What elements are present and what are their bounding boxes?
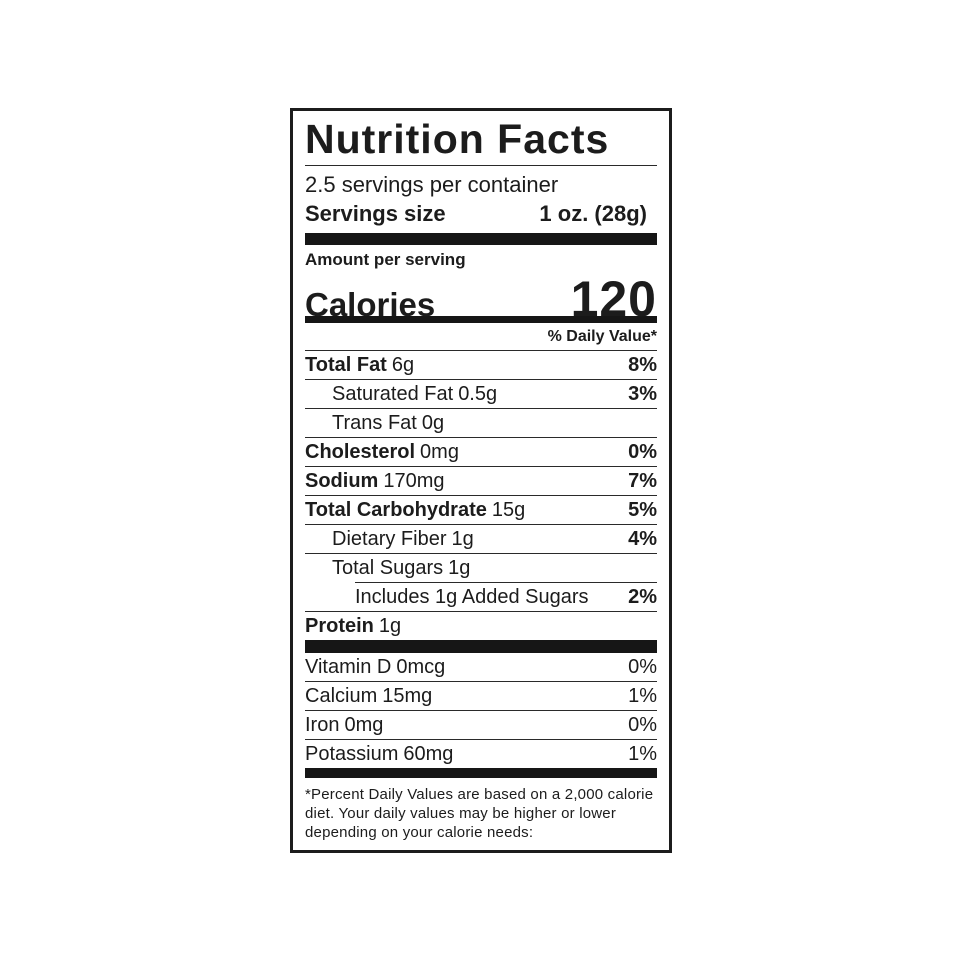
separator-rule: [305, 739, 657, 740]
separator-rule: [305, 553, 657, 554]
vitamin-row-potassium: Potassium 60mg 1%: [305, 740, 657, 768]
nutrient-amount: 6g: [391, 353, 415, 376]
nutrient-row-saturated-fat: Saturated Fat 0.5g 3%: [305, 380, 657, 408]
nutrient-row-trans-fat: Trans Fat 0g: [305, 409, 657, 437]
serving-size-row: Servings size 1 oz. (28g): [305, 199, 657, 228]
nutrient-name: Total Fat: [305, 353, 387, 376]
separator-rule: [305, 379, 657, 380]
nutrient-dv: 0%: [628, 440, 657, 463]
nutrient-dv: 4%: [628, 527, 657, 550]
nutrient-dv: 5%: [628, 498, 657, 521]
nutrient-amount: 1g: [378, 614, 402, 637]
separator-rule: [305, 681, 657, 682]
section-bar: [305, 233, 657, 245]
nutrient-row-total-sugars: Total Sugars 1g: [305, 554, 657, 582]
vitamin-amount: 0mcg: [396, 655, 446, 678]
nutrient-dv: 7%: [628, 469, 657, 492]
vitamin-name: Potassium: [305, 742, 399, 765]
calories-row: Calories 120: [305, 270, 657, 327]
nutrient-name: Cholesterol: [305, 440, 416, 463]
nutrient-name: Total Sugars: [332, 556, 444, 579]
separator-rule: [305, 165, 657, 166]
nutrient-name: Total Carbohydrate: [305, 498, 487, 521]
nutrient-name: Trans Fat: [332, 411, 417, 434]
nutrient-amount: 0.5g: [458, 382, 498, 405]
calories-label: Calories: [305, 286, 436, 323]
nutrient-name: Includes 1g Added Sugars: [355, 585, 589, 608]
nutrient-dv: 3%: [628, 382, 657, 405]
nutrient-name: Dietary Fiber: [332, 527, 447, 550]
nutrient-row-total-fat: Total Fat 6g 8%: [305, 351, 657, 379]
nutrient-row-protein: Protein 1g: [305, 612, 657, 640]
separator-rule: [305, 524, 657, 525]
separator-rule: [305, 437, 657, 438]
vitamin-name: Calcium: [305, 684, 378, 707]
nutrient-amount: 0mg: [420, 440, 459, 463]
servings-section: 2.5 servings per container Servings size…: [305, 166, 657, 233]
servings-per-container: 2.5 servings per container: [305, 172, 559, 197]
serving-size-value: 1 oz. (28g): [539, 201, 647, 226]
calories-value: 120: [570, 271, 657, 327]
nutrient-amount: 1g: [451, 527, 474, 550]
daily-value-header: % Daily Value*: [547, 328, 657, 345]
vitamin-name: Vitamin D: [305, 655, 392, 678]
nutrient-name: Protein: [305, 614, 374, 637]
nutrient-row-sodium: Sodium 170mg 7%: [305, 467, 657, 495]
vitamin-row-vitamin-d: Vitamin D 0mcg 0%: [305, 653, 657, 681]
nutrient-row-dietary-fiber: Dietary Fiber 1g 4%: [305, 525, 657, 553]
separator-rule: [305, 611, 657, 612]
separator-rule: [305, 350, 657, 351]
nutrient-name: Sodium: [305, 469, 379, 492]
nutrient-dv: 2%: [628, 585, 657, 608]
nutrient-amount: 15g: [491, 498, 526, 521]
section-bar: [305, 768, 657, 778]
vitamin-row-iron: Iron 0mg 0%: [305, 711, 657, 739]
separator-rule-indented: [355, 582, 657, 583]
vitamin-dv: 0%: [628, 713, 657, 736]
nutrient-amount: 0g: [421, 411, 445, 434]
nutrient-amount: 1g: [448, 556, 471, 579]
vitamin-amount: 0mg: [344, 713, 384, 736]
amount-per-serving-label: Amount per serving: [305, 250, 466, 269]
vitamin-dv: 1%: [628, 742, 657, 765]
nutrient-row-total-carbohydrate: Total Carbohydrate 15g 5%: [305, 496, 657, 524]
vitamin-amount: 15mg: [382, 684, 433, 707]
separator-rule: [305, 495, 657, 496]
nutrient-name: Saturated Fat: [332, 382, 454, 405]
nutrient-dv: 8%: [628, 353, 657, 376]
nutrient-amount: 170mg: [383, 469, 445, 492]
serving-size-label: Servings size: [305, 201, 446, 226]
section-bar: [305, 316, 657, 323]
separator-rule: [305, 466, 657, 467]
vitamin-name: Iron: [305, 713, 340, 736]
nutrition-facts-label: Nutrition Facts 2.5 servings per contain…: [290, 108, 672, 853]
footnote-text: *Percent Daily Values are based on a 2,0…: [305, 786, 654, 841]
vitamin-row-calcium: Calcium 15mg 1%: [305, 682, 657, 710]
vitamin-amount: 60mg: [403, 742, 454, 765]
vitamin-dv: 0%: [628, 655, 657, 678]
separator-rule: [305, 408, 657, 409]
nutrient-row-added-sugars: Includes 1g Added Sugars 2%: [305, 583, 657, 611]
vitamin-dv: 1%: [628, 684, 657, 707]
section-bar: [305, 640, 657, 653]
separator-rule: [305, 710, 657, 711]
nutrient-row-cholesterol: Cholesterol 0mg 0%: [305, 438, 657, 466]
label-title: Nutrition Facts: [305, 116, 610, 162]
